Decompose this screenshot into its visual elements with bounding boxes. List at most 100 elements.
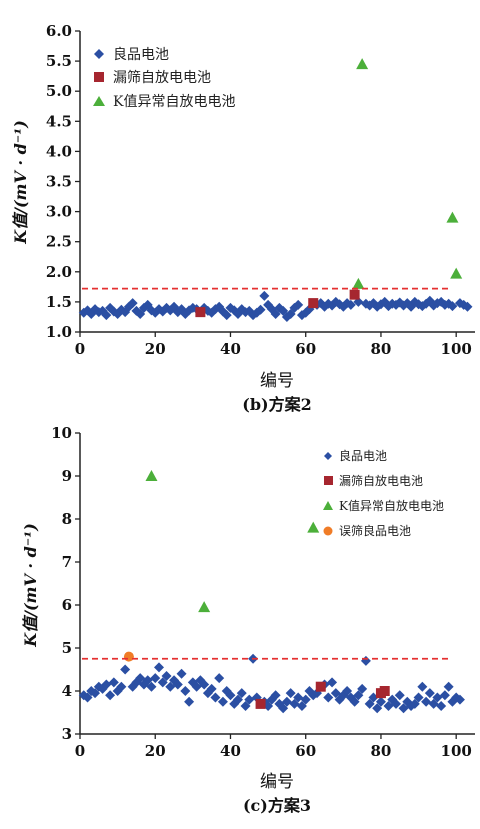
y-tick-label: 5.5: [46, 52, 72, 70]
y-tick-label: 1.5: [46, 293, 72, 311]
good-battery-point: [443, 681, 454, 692]
marks-b: [78, 58, 473, 322]
good-battery-point: [454, 694, 465, 705]
good-battery-point: [349, 696, 360, 707]
y-tick-label: 5.0: [46, 82, 72, 100]
good-battery-point: [409, 698, 420, 709]
good-battery-point: [421, 696, 432, 707]
legend-b: 良品电池 漏筛自放电电池 K值异常自放电电池: [93, 47, 235, 110]
good-battery-point: [161, 670, 172, 681]
legend-triangle-marker: [323, 501, 333, 510]
y-tick-label: 3.5: [46, 173, 72, 191]
abnormal-k-battery-point: [307, 521, 320, 533]
good-battery-point: [206, 683, 217, 694]
legend-label-misjudged: 误筛良品电池: [339, 523, 411, 538]
y-tick-label: 1.0: [46, 323, 72, 341]
y-tick-label: 3.0: [46, 203, 72, 221]
good-battery-point: [90, 688, 101, 699]
x-tick-label: 40: [220, 742, 241, 760]
missed-battery-point: [379, 686, 390, 696]
good-battery-point: [244, 694, 255, 705]
good-battery-point: [285, 688, 296, 699]
x-tick-label: 20: [145, 742, 166, 760]
good-battery-point: [135, 673, 146, 684]
good-battery-point: [383, 701, 394, 712]
y-tick-label: 2.0: [46, 263, 72, 281]
good-battery-point: [281, 696, 292, 707]
good-battery-point: [150, 673, 161, 684]
abnormal-k-battery-point: [352, 277, 365, 289]
good-battery-point: [293, 299, 304, 310]
good-battery-point: [330, 688, 341, 699]
legend-square-marker: [94, 72, 104, 82]
good-battery-point: [233, 694, 243, 705]
x-ticks-b: 0 20 40 60 80 100: [75, 332, 472, 358]
x-tick-label: 0: [75, 340, 85, 358]
good-battery-point: [255, 304, 266, 315]
chart-b: 1.0 1.5 2.0 2.5 3.0 3.5 4.0 4.5 5.0 5.5 6.0 0 20 40 6…: [11, 22, 475, 414]
y-tick-label: 2.5: [46, 233, 72, 251]
legend-circle-marker: [323, 526, 333, 536]
legend-label-missed: 漏筛自放电电池: [113, 70, 211, 86]
abnormal-k-battery-point: [356, 58, 369, 70]
good-battery-point: [142, 675, 153, 686]
good-battery-point: [217, 696, 228, 707]
good-battery-point: [154, 662, 164, 673]
y-tick-label: 4.0: [46, 142, 72, 160]
good-battery-point: [462, 301, 473, 312]
good-battery-point: [210, 692, 221, 703]
x-tick-label: 20: [145, 340, 166, 358]
caption-b: (b)方案2: [242, 395, 311, 414]
good-battery-point: [439, 690, 450, 701]
x-tick-label: 0: [75, 742, 85, 760]
good-battery-point: [101, 679, 112, 690]
legend-label-abnormal: K值异常自放电电池: [339, 498, 444, 513]
good-battery-point: [176, 668, 187, 679]
good-battery-point: [82, 692, 93, 703]
x-tick-label: 40: [220, 340, 241, 358]
good-battery-point: [116, 681, 127, 692]
good-battery-point: [398, 703, 409, 714]
good-battery-point: [375, 696, 386, 707]
y-ticks-c: 3 4 5 6 7 8 9 10: [51, 424, 80, 743]
abnormal-k-battery-point: [198, 601, 211, 613]
good-battery-point: [364, 698, 375, 709]
good-battery-point: [417, 681, 428, 692]
good-battery-point: [424, 688, 435, 699]
good-battery-point: [214, 673, 225, 684]
y-tick-label: 10: [51, 424, 72, 442]
good-battery-point: [127, 298, 138, 309]
good-battery-point: [296, 701, 307, 712]
x-tick-label: 100: [441, 742, 472, 760]
y-tick-label: 4: [62, 682, 72, 700]
missed-battery-point: [315, 681, 326, 692]
good-battery-point: [157, 677, 168, 688]
good-battery-point: [120, 664, 131, 675]
x-axis-label-c: 编号: [260, 772, 294, 792]
y-tick-label: 8: [62, 510, 72, 528]
good-battery-point: [278, 703, 289, 714]
good-battery-point: [436, 701, 447, 712]
y-axis-label-b: K值/(mV · d⁻¹): [11, 120, 30, 245]
good-battery-point: [293, 692, 304, 703]
x-ticks-c: 0 20 40 60 80 100: [75, 734, 472, 760]
marks-c: [78, 470, 465, 714]
good-battery-point: [146, 681, 157, 692]
good-battery-point: [368, 692, 379, 703]
legend-diamond-marker: [94, 49, 104, 59]
y-tick-label: 9: [62, 467, 72, 485]
misjudged-battery-point: [123, 651, 134, 662]
good-battery-point: [225, 690, 236, 701]
missed-battery-point: [308, 298, 319, 309]
good-battery-point: [263, 701, 274, 712]
good-battery-point: [372, 703, 383, 714]
good-battery-point: [184, 696, 195, 707]
y-ticks-b: 1.0 1.5 2.0 2.5 3.0 3.5 4.0 4.5 5.0 5.5 6.0: [46, 22, 80, 341]
y-tick-label: 7: [62, 553, 72, 571]
y-tick-label: 4.5: [46, 112, 72, 130]
good-battery-point: [180, 686, 191, 696]
y-tick-label: 5: [62, 639, 72, 657]
legend-square-marker: [324, 476, 333, 485]
x-tick-label: 60: [295, 742, 316, 760]
